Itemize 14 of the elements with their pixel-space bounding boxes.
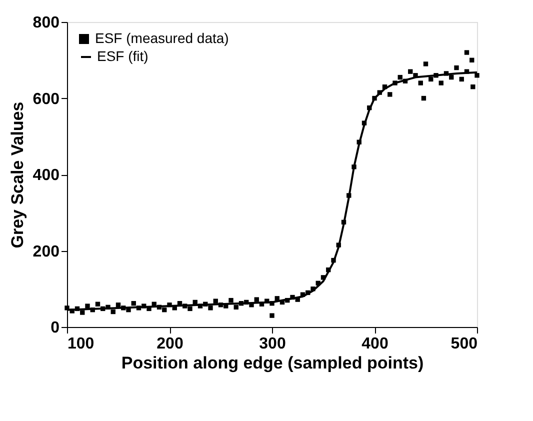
- x-tick-label: 100: [68, 336, 94, 352]
- y-axis-title: Grey Scale Values: [8, 102, 27, 248]
- x-tick-label: 200: [156, 336, 184, 352]
- y-tick-label: 200: [32, 243, 60, 260]
- x-tick-label: 300: [259, 336, 286, 352]
- x-axis-title: Position along edge (sampled points): [121, 354, 424, 372]
- legend-label: ESF (measured data): [95, 30, 229, 46]
- y-tick-label: 0: [50, 320, 60, 336]
- y-tick-label: 400: [32, 167, 60, 184]
- legend-label: ESF (fit): [97, 48, 148, 64]
- y-tick-label: 800: [32, 14, 60, 32]
- x-tick-label: 500: [450, 336, 478, 352]
- x-tick-label: 400: [362, 336, 388, 352]
- y-tick-label: 600: [32, 90, 60, 108]
